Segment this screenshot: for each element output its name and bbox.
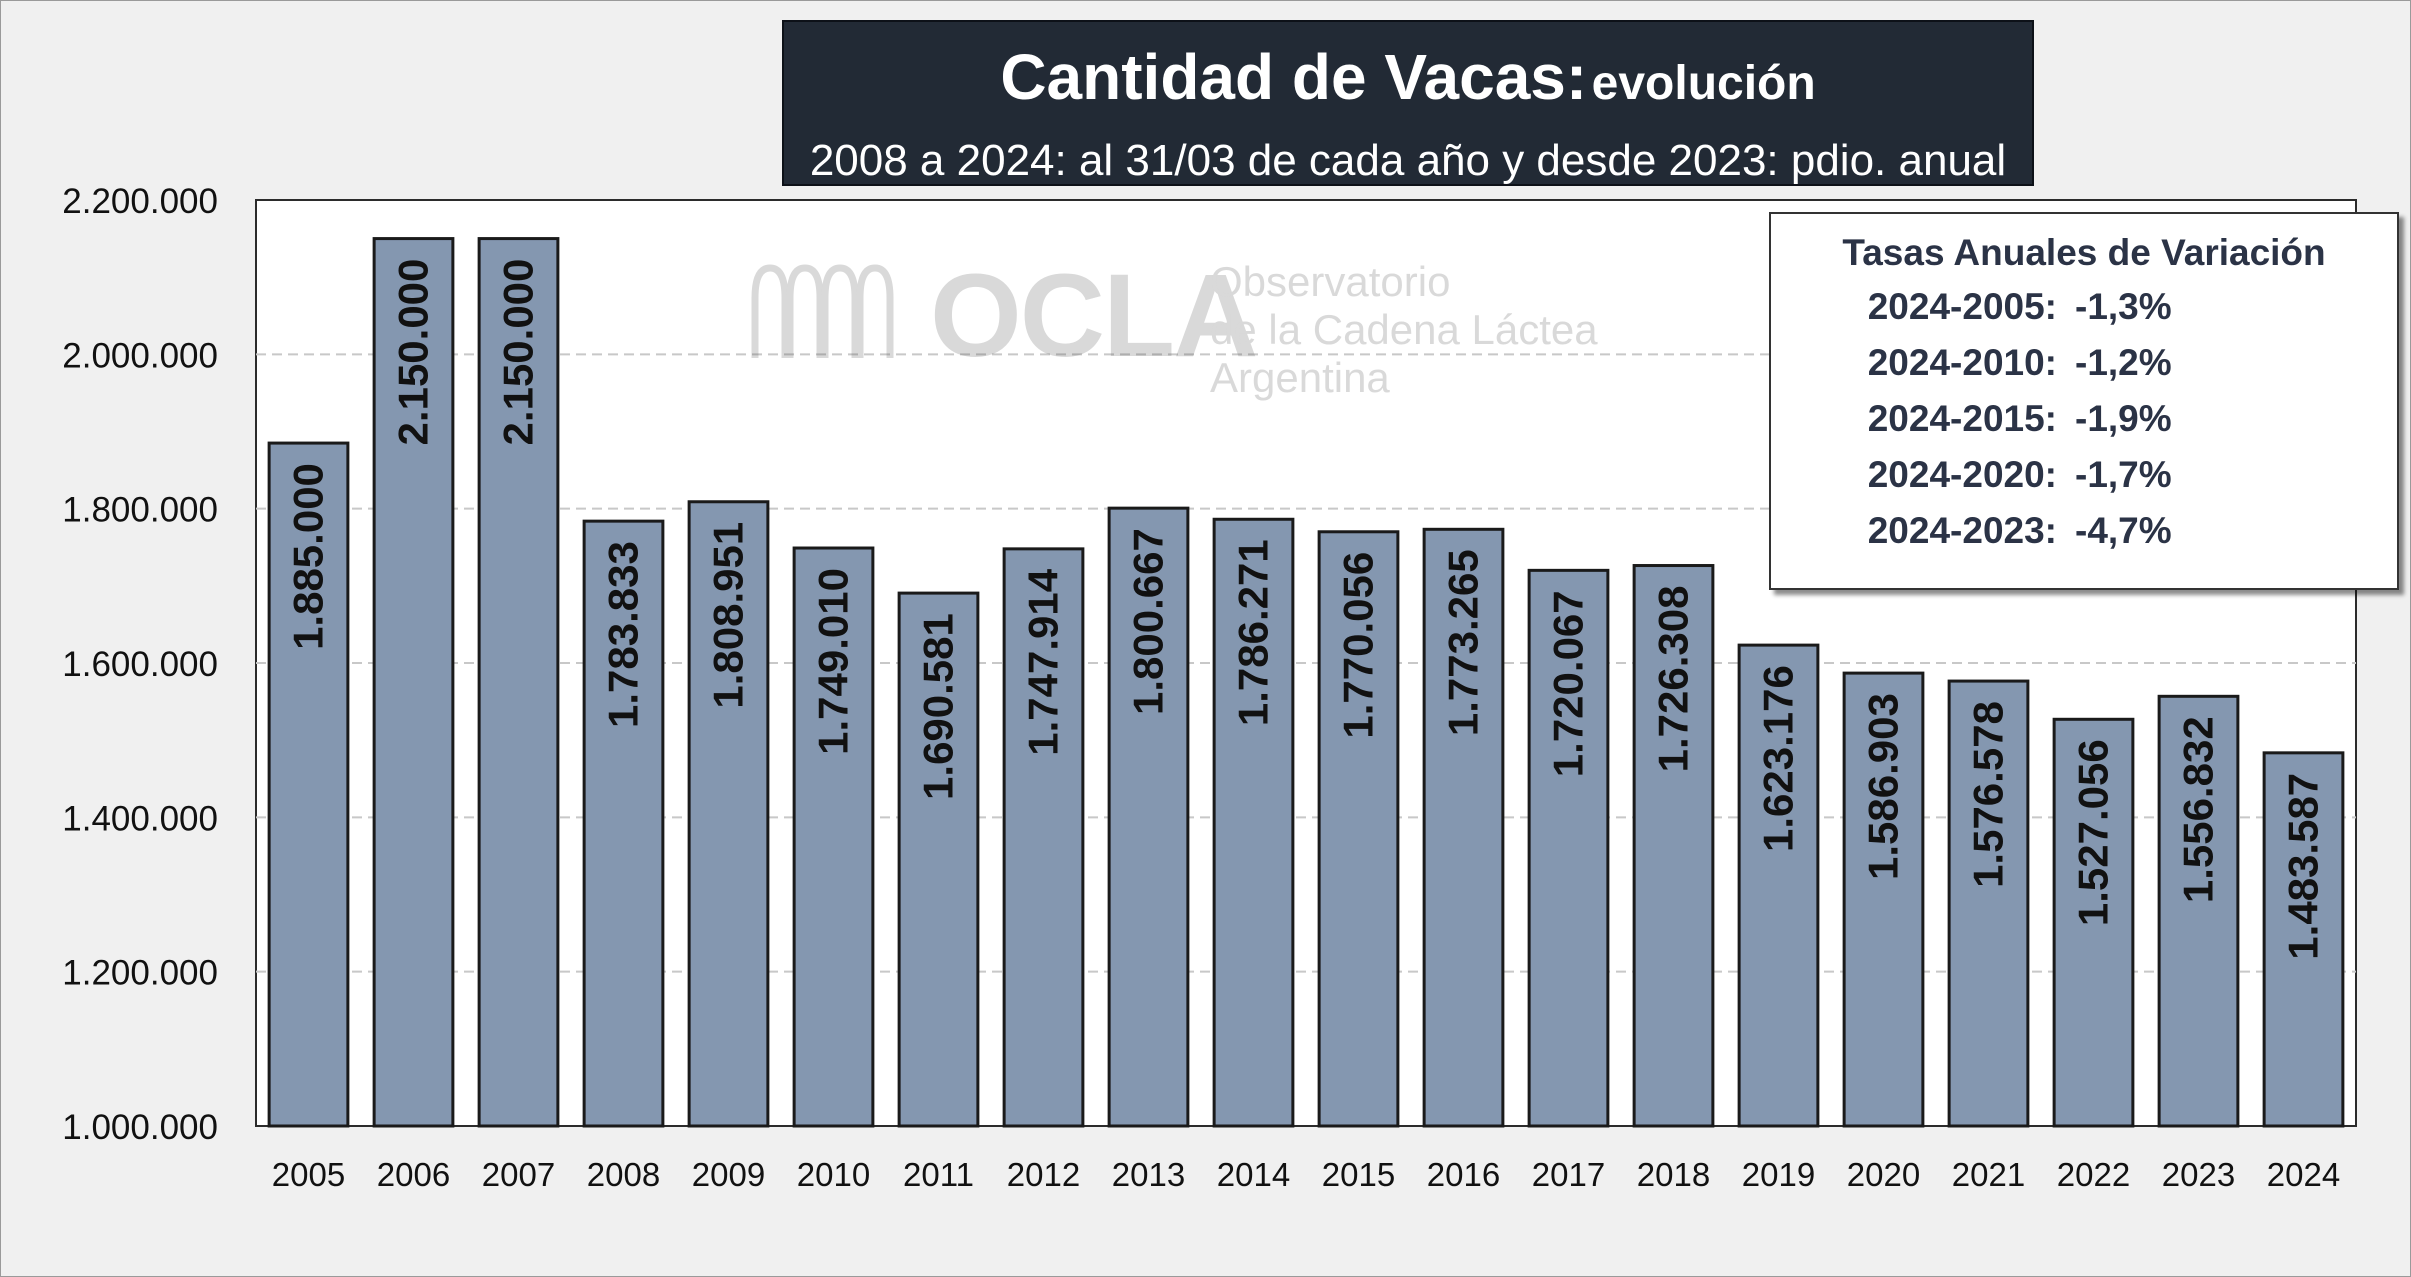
rate-value: -1,2% — [2075, 342, 2172, 383]
bar — [1317, 530, 1400, 1128]
bar — [1737, 643, 1820, 1128]
bar-value-label: 1.726.308 — [1650, 586, 1697, 773]
x-tick-label: 2015 — [1322, 1156, 1395, 1193]
rate-value: -1,7% — [2075, 454, 2172, 495]
x-tick-label: 2020 — [1847, 1156, 1920, 1193]
chart-title: Cantidad de Vacas: evolución — [784, 40, 2032, 132]
title-box: Cantidad de Vacas: evolución 2008 a 2024… — [782, 20, 2034, 186]
x-axis-ticks: 2005 2006 2007 2008 2009 2010 2011 2012 2013 2014… — [272, 1156, 2340, 1193]
bar — [2157, 694, 2240, 1128]
rate-value: -4,7% — [2075, 510, 2172, 551]
bar-value-label: 1.800.667 — [1125, 528, 1172, 715]
y-tick-label: 1.000.000 — [62, 1108, 218, 1147]
rate-value: -1,3% — [2075, 286, 2172, 327]
bar — [372, 237, 455, 1128]
bar-value-label: 1.773.265 — [1440, 549, 1487, 736]
y-tick-label: 1.400.000 — [62, 799, 218, 838]
bar-value-label: 1.556.832 — [2175, 716, 2222, 903]
chart-title-suffix: evolución — [1591, 57, 1816, 110]
bar-value-label: 2.150.000 — [390, 259, 437, 446]
x-tick-label: 2013 — [1112, 1156, 1185, 1193]
rate-value: -1,9% — [2075, 398, 2172, 439]
x-tick-label: 2005 — [272, 1156, 345, 1193]
bar — [897, 591, 980, 1128]
bar-value-label: 1.786.271 — [1230, 539, 1277, 726]
bar — [1212, 517, 1295, 1128]
x-tick-label: 2007 — [482, 1156, 555, 1193]
bar — [477, 237, 560, 1128]
bar-value-label: 1.527.056 — [2070, 739, 2117, 926]
chart-title-main: Cantidad de Vacas: — [1000, 41, 1588, 113]
y-tick-label: 2.000.000 — [62, 336, 218, 375]
annual-rates-box: Tasas Anuales de Variación 2024-2005: -1… — [1769, 212, 2399, 590]
bar-value-label: 1.483.587 — [2280, 773, 2327, 960]
bar-value-label: 1.808.951 — [705, 522, 752, 709]
bar — [792, 546, 875, 1128]
chart-subtitle: 2008 a 2024: al 31/03 de cada año y desd… — [809, 136, 2007, 185]
bar-value-label: 2.150.000 — [495, 259, 542, 446]
annual-rates-title: Tasas Anuales de Variación — [1842, 232, 2326, 273]
bar — [2052, 717, 2135, 1128]
y-tick-label: 1.800.000 — [62, 491, 218, 530]
bar — [1842, 671, 1925, 1128]
x-tick-label: 2012 — [1007, 1156, 1080, 1193]
y-axis-ticks: 1.000.000 1.200.000 1.400.000 1.600.000 1.80… — [62, 182, 218, 1147]
bar-value-label: 1.770.056 — [1335, 552, 1382, 739]
bar-value-label: 1.586.903 — [1860, 693, 1907, 880]
x-tick-label: 2023 — [2162, 1156, 2235, 1193]
bar-value-label: 1.576.578 — [1965, 701, 2012, 888]
bars — [267, 237, 2345, 1128]
rate-period: 2024-2005: — [1867, 286, 2057, 327]
x-tick-label: 2018 — [1637, 1156, 1710, 1193]
x-tick-label: 2017 — [1532, 1156, 1605, 1193]
bar — [1947, 679, 2030, 1128]
x-tick-label: 2011 — [903, 1156, 974, 1193]
bar-value-label: 1.783.833 — [600, 541, 647, 728]
bar — [2262, 751, 2345, 1128]
bar — [267, 441, 350, 1128]
rate-period: 2024-2010: — [1867, 342, 2057, 383]
bar-value-label: 1.720.067 — [1545, 590, 1592, 777]
bar — [687, 500, 770, 1128]
rate-period: 2024-2020: — [1867, 454, 2057, 495]
x-tick-label: 2009 — [692, 1156, 765, 1193]
bar — [1632, 564, 1715, 1128]
y-tick-label: 1.200.000 — [62, 954, 218, 993]
bar-value-label: 1.885.000 — [285, 463, 332, 650]
bar — [1107, 506, 1190, 1128]
y-tick-label: 2.200.000 — [62, 182, 218, 221]
y-tick-label: 1.600.000 — [62, 645, 218, 684]
bar-value-label: 1.747.914 — [1020, 568, 1067, 755]
bar — [1002, 547, 1085, 1128]
rate-period: 2024-2015: — [1867, 398, 2057, 439]
bar-value-labels: 1.885.000 2.150.000 2.150.000 1.783.833 1.80… — [285, 259, 2327, 960]
x-tick-label: 2022 — [2057, 1156, 2130, 1193]
x-tick-label: 2014 — [1217, 1156, 1290, 1193]
rate-period: 2024-2023: — [1867, 510, 2057, 551]
bar-value-label: 1.749.010 — [810, 568, 857, 755]
bar — [582, 519, 665, 1128]
bar — [1422, 527, 1505, 1128]
bar — [1527, 568, 1610, 1128]
x-tick-label: 2019 — [1742, 1156, 1815, 1193]
bar-value-label: 1.623.176 — [1755, 665, 1802, 852]
x-tick-label: 2010 — [797, 1156, 870, 1193]
x-tick-label: 2021 — [1952, 1156, 2025, 1193]
bar-value-label: 1.690.581 — [915, 613, 962, 800]
x-tick-label: 2008 — [587, 1156, 660, 1193]
x-tick-label: 2006 — [377, 1156, 450, 1193]
x-tick-label: 2024 — [2267, 1156, 2340, 1193]
x-tick-label: 2016 — [1427, 1156, 1500, 1193]
